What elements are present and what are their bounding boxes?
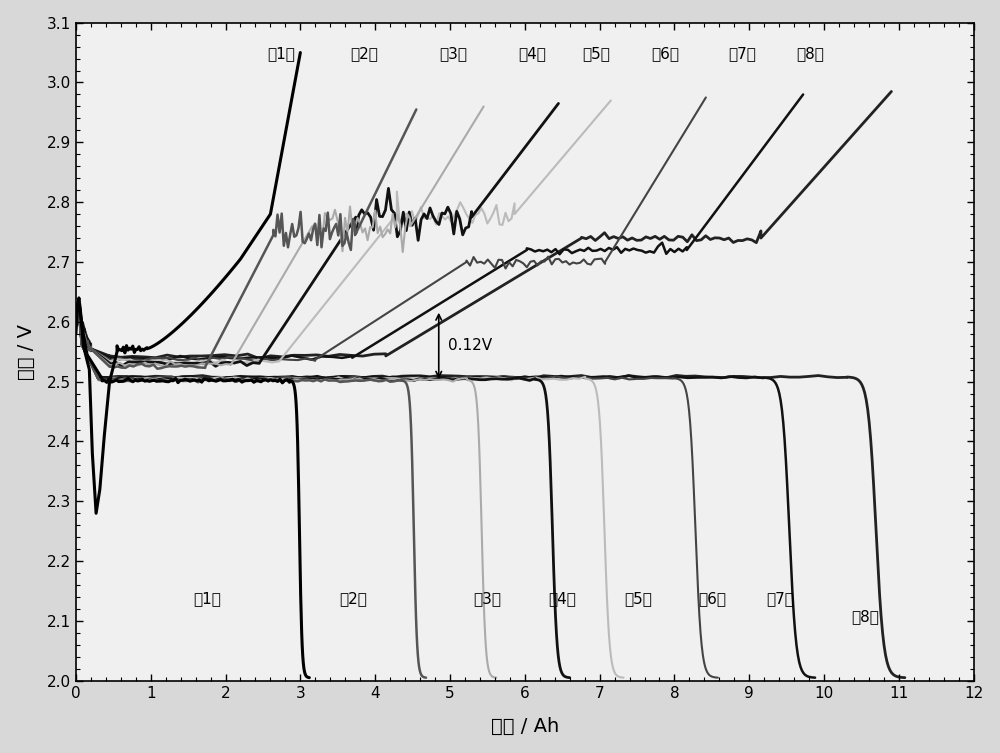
X-axis label: 容量 / Ah: 容量 / Ah: [491, 718, 559, 736]
Text: 第3次: 第3次: [473, 591, 501, 606]
Text: 第5次: 第5次: [582, 47, 610, 62]
Text: 第5次: 第5次: [625, 591, 652, 606]
Text: 第7次: 第7次: [728, 47, 756, 62]
Text: 第1次: 第1次: [193, 591, 221, 606]
Text: 0.12V: 0.12V: [448, 338, 492, 353]
Text: 第8次: 第8次: [797, 47, 825, 62]
Text: 第6次: 第6次: [651, 47, 679, 62]
Text: 第2次: 第2次: [350, 47, 378, 62]
Text: 第1次: 第1次: [268, 47, 296, 62]
Text: 第7次: 第7次: [767, 591, 795, 606]
Text: 第8次: 第8次: [851, 609, 879, 624]
Text: 第6次: 第6次: [698, 591, 726, 606]
Text: 第4次: 第4次: [548, 591, 576, 606]
Y-axis label: 电压 / V: 电压 / V: [17, 324, 36, 380]
Text: 第2次: 第2次: [339, 591, 367, 606]
Text: 第4次: 第4次: [518, 47, 546, 62]
Text: 第3次: 第3次: [440, 47, 468, 62]
